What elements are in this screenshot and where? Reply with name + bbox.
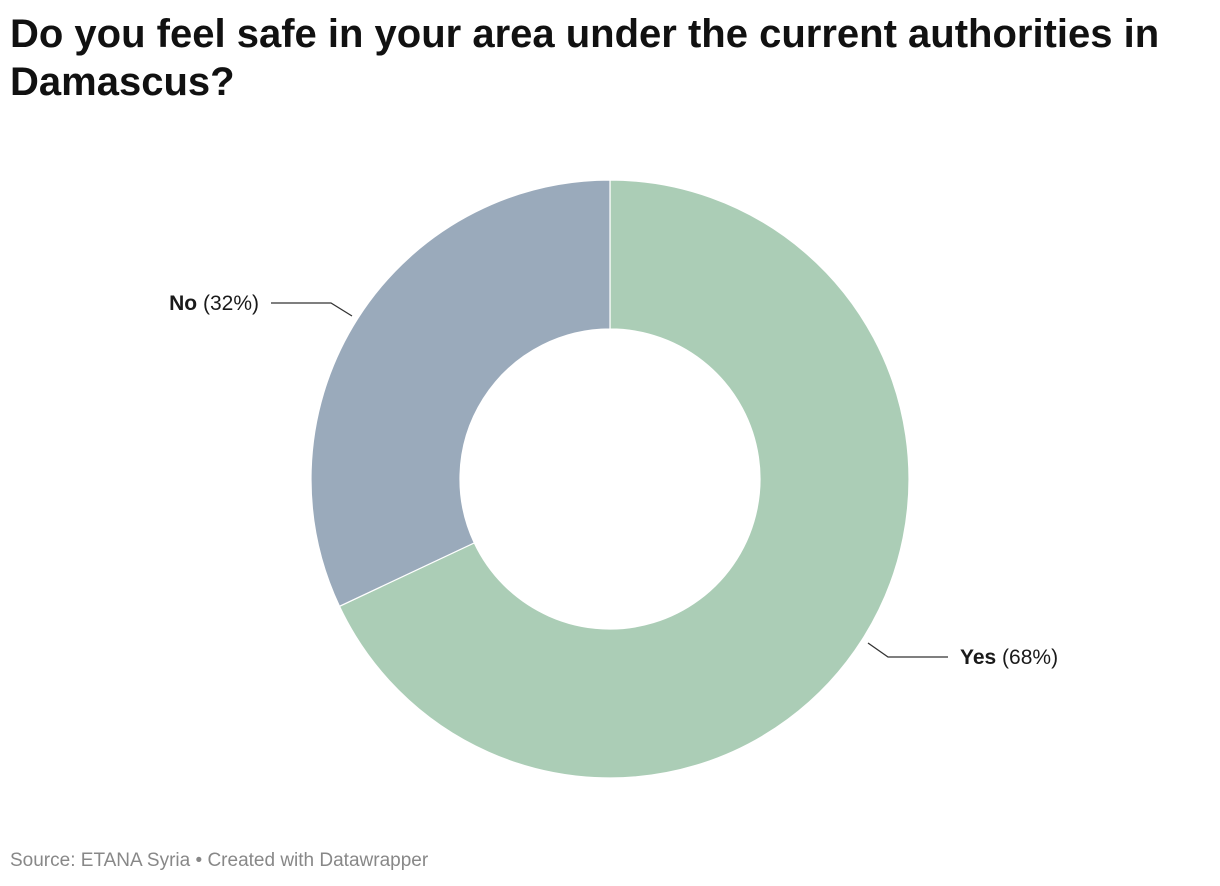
- chart-title: Do you feel safe in your area under the …: [10, 12, 1160, 104]
- credit-link[interactable]: Created with Datawrapper: [207, 850, 429, 871]
- slice-label-yes: Yes (68%): [960, 646, 1058, 669]
- chart-footer: Source: ETANA Syria • Created with Dataw…: [10, 850, 428, 872]
- slice-category-yes: Yes: [960, 646, 996, 669]
- donut-slice-yes: [338, 179, 910, 779]
- source-name: ETANA Syria: [80, 850, 191, 871]
- label-leader-lines: [271, 302, 948, 658]
- leader-line-no: [271, 302, 353, 317]
- slice-label-no: No (32%): [169, 292, 259, 315]
- slice-category-no: No: [169, 292, 197, 315]
- leader-line-yes: [867, 642, 948, 658]
- donut-slices: [310, 179, 910, 779]
- donut-slice-no: [310, 179, 611, 608]
- footer-separator: •: [195, 850, 203, 871]
- slice-percent-no: (32%): [197, 292, 259, 315]
- source-prefix: Source:: [10, 850, 76, 871]
- slice-labels: Yes (68%) No (32%): [169, 292, 1058, 669]
- slice-percent-yes: (68%): [996, 646, 1058, 669]
